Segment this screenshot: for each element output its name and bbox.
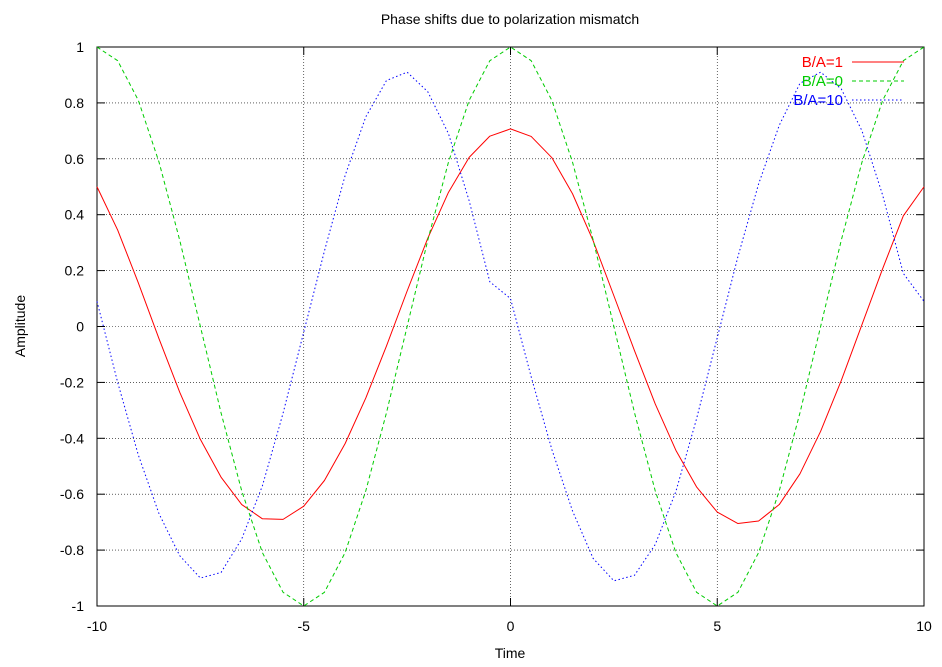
x-tick-label: 0 xyxy=(507,618,515,634)
y-tick-label: 0.6 xyxy=(65,151,85,167)
y-tick-label: -0.4 xyxy=(60,430,84,446)
x-tick-label: 10 xyxy=(916,618,932,634)
y-tick-label: 0.8 xyxy=(65,95,85,111)
y-tick-label: 1 xyxy=(76,39,84,55)
x-axis-label: Time xyxy=(495,645,526,661)
legend-label-1: B/A=1 xyxy=(802,54,843,71)
y-tick-label: 0 xyxy=(76,319,84,335)
y-tick-label: -0.8 xyxy=(60,542,84,558)
axis-ticks: -10 -5 0 5 10 -1 -0.8 -0.6 -0.4 -0.2 0 0.2 0.4 0.6 0.8… xyxy=(60,39,932,634)
legend: B/A=1 B/A=0 B/A=10 xyxy=(793,54,904,109)
x-tick-label: -10 xyxy=(87,618,107,634)
x-tick-label: 5 xyxy=(713,618,721,634)
grid xyxy=(97,47,924,606)
y-tick-label: 0.2 xyxy=(65,263,85,279)
y-tick-label: -1 xyxy=(72,598,85,614)
legend-label-3: B/A=10 xyxy=(793,92,843,109)
y-tick-label: 0.4 xyxy=(65,207,85,223)
y-tick-label: -0.6 xyxy=(60,486,84,502)
y-axis-label: Amplitude xyxy=(12,295,28,357)
x-tick-label: -5 xyxy=(298,618,311,634)
chart-title: Phase shifts due to polarization mismatc… xyxy=(381,11,639,27)
legend-label-2: B/A=0 xyxy=(802,73,843,90)
y-tick-label: -0.2 xyxy=(60,374,84,390)
